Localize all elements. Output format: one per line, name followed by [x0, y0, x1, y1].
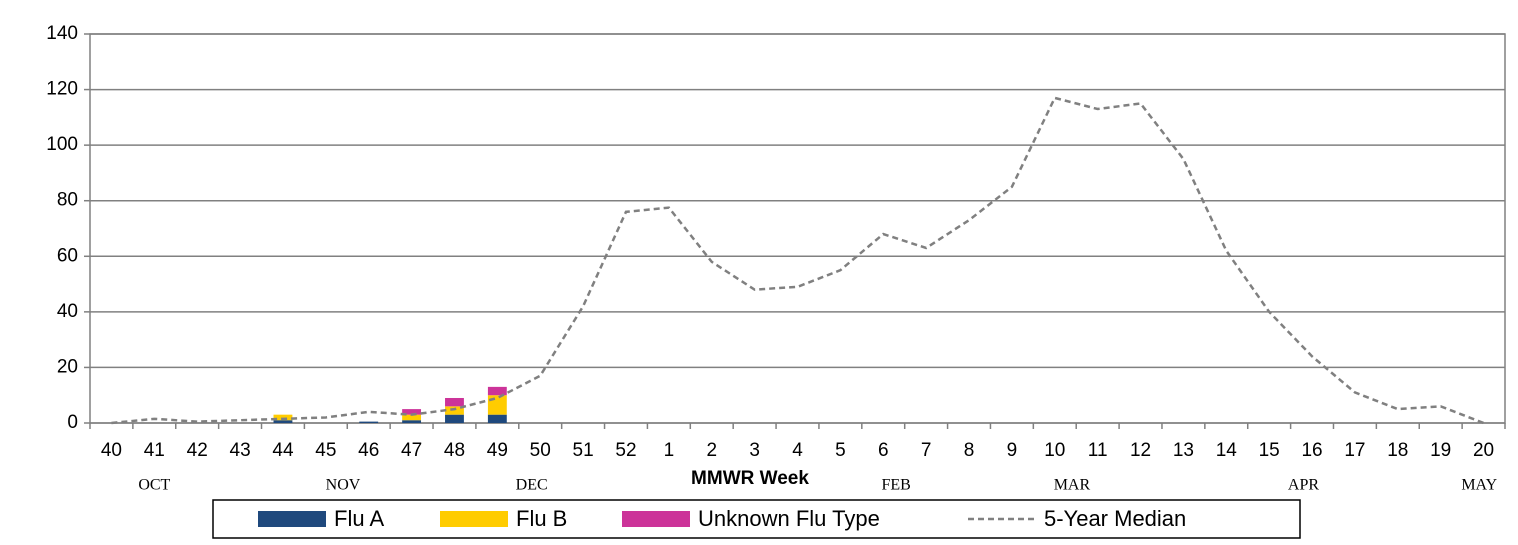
month-label: DEC	[516, 477, 548, 494]
x-tick-label: 41	[144, 440, 165, 461]
x-tick-label: 46	[358, 440, 379, 461]
x-tick-label: 16	[1301, 440, 1322, 461]
y-tick-label: 60	[57, 245, 78, 266]
bar-segment	[445, 414, 464, 423]
legend-label: Unknown Flu Type	[698, 506, 880, 531]
x-tick-label: 49	[487, 440, 508, 461]
x-axis-title: MMWR Week	[691, 468, 809, 489]
bar-segment	[487, 386, 507, 396]
x-tick-label: 45	[315, 440, 336, 461]
bar-segment	[402, 409, 422, 415]
bar-segment	[273, 420, 293, 423]
x-tick-label: 48	[444, 440, 465, 461]
x-tick-label: 3	[749, 440, 760, 461]
x-tick-label: 20	[1473, 440, 1494, 461]
x-tick-label: 2	[706, 440, 717, 461]
month-label: OCT	[138, 477, 170, 494]
x-tick-label: 19	[1430, 440, 1451, 461]
y-tick-label: 140	[46, 23, 78, 44]
bar-segment	[402, 420, 422, 423]
month-label: MAR	[1054, 477, 1091, 494]
x-tick-label: 7	[921, 440, 932, 461]
bar-segment	[445, 406, 464, 415]
bar-segment	[402, 414, 422, 421]
legend-label: Flu A	[334, 506, 384, 531]
x-tick-label: 44	[272, 440, 294, 461]
month-label: MAY	[1461, 477, 1497, 494]
bar-segment	[359, 421, 379, 423]
x-tick-label: 51	[573, 440, 594, 461]
plot-frame	[89, 33, 1506, 424]
bar-segment	[487, 414, 507, 423]
x-tick-label: 14	[1216, 440, 1238, 461]
x-tick-label: 6	[878, 440, 889, 461]
x-tick-label: 42	[187, 440, 208, 461]
x-tick-label: 4	[792, 440, 803, 461]
x-tick-label: 47	[401, 440, 422, 461]
bar-segment	[273, 414, 293, 421]
legend-swatch	[258, 511, 326, 527]
bar-segment	[487, 395, 507, 415]
legend-box	[212, 499, 1301, 539]
bar-segment	[445, 397, 464, 407]
x-tick-label: 12	[1130, 440, 1151, 461]
legend-label: Flu B	[516, 506, 567, 531]
y-tick-label: 120	[46, 79, 78, 100]
month-label: NOV	[326, 477, 361, 494]
x-tick-label: 11	[1088, 440, 1108, 461]
x-tick-label: 43	[230, 440, 251, 461]
legend-swatch	[440, 511, 508, 527]
x-tick-label: 52	[615, 440, 636, 461]
x-tick-label: 8	[964, 440, 975, 461]
y-tick-label: 80	[57, 190, 78, 211]
legend-swatch	[622, 511, 690, 527]
x-tick-label: 10	[1044, 440, 1065, 461]
x-tick-label: 17	[1344, 440, 1365, 461]
month-label: APR	[1288, 477, 1319, 494]
legend-label: 5-Year Median	[1044, 506, 1186, 531]
x-tick-label: 40	[101, 440, 122, 461]
y-tick-label: 0	[67, 412, 78, 433]
x-tick-label: 15	[1259, 440, 1280, 461]
y-tick-label: 100	[46, 134, 78, 155]
y-tick-label: 40	[57, 301, 78, 322]
x-tick-label: 18	[1387, 440, 1408, 461]
x-tick-label: 1	[664, 440, 675, 461]
month-label: FEB	[881, 477, 910, 494]
x-tick-label: 13	[1173, 440, 1194, 461]
median-line	[111, 96, 1485, 425]
x-tick-label: 5	[835, 440, 846, 461]
x-tick-label: 50	[530, 440, 551, 461]
y-tick-label: 20	[57, 356, 78, 377]
x-tick-label: 9	[1007, 440, 1018, 461]
